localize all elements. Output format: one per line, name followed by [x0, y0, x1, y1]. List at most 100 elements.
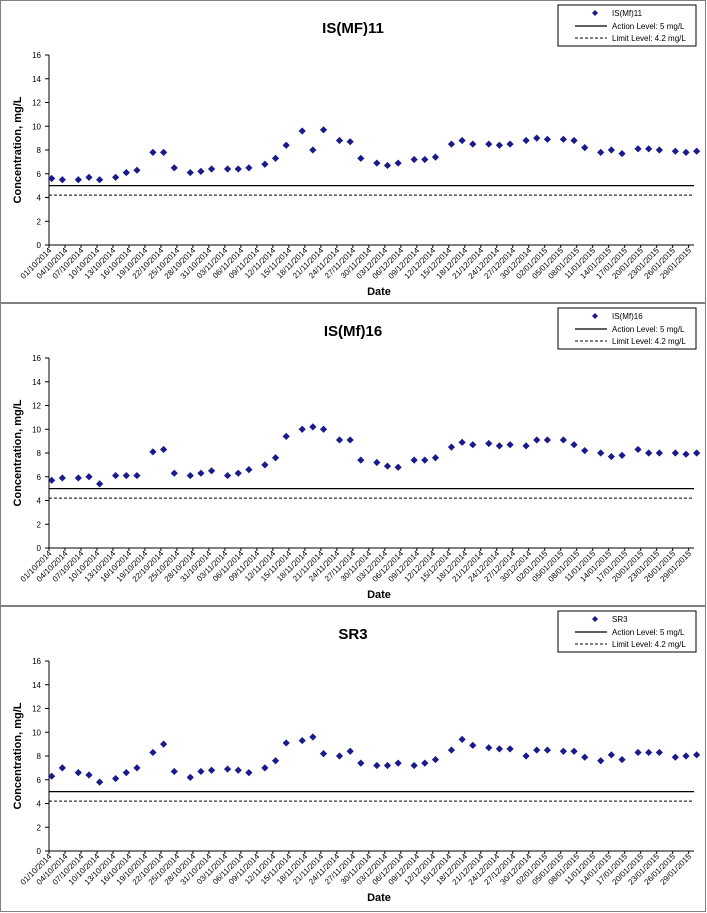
data-point	[522, 752, 530, 760]
data-point	[543, 135, 552, 143]
data-point	[133, 764, 141, 772]
data-point	[207, 766, 216, 774]
data-point	[357, 456, 365, 464]
y-tick-label: 14	[32, 378, 41, 387]
data-point	[346, 747, 354, 755]
data-point	[319, 126, 328, 134]
data-point	[410, 761, 418, 770]
data-point	[581, 753, 589, 761]
legend: IS(Mf)11 Action Level: 5 mg/L Limit Level:…	[557, 4, 697, 47]
legend-label-action-level: Action Level: 5 mg/L	[612, 628, 685, 637]
data-point	[645, 449, 653, 457]
data-point	[559, 747, 568, 755]
legend-marker	[592, 10, 598, 16]
data-point	[383, 761, 392, 770]
data-point	[570, 136, 578, 145]
data-point	[693, 449, 701, 457]
data-point	[282, 739, 290, 747]
data-point	[234, 165, 242, 173]
data-point	[373, 159, 381, 167]
data-point	[186, 168, 194, 177]
data-point	[234, 469, 242, 477]
legend-label-limit-level: Limit Level: 4.2 mg/L	[612, 34, 686, 43]
data-point	[671, 753, 679, 761]
data-point	[223, 471, 232, 480]
data-point	[495, 141, 504, 149]
y-tick-label: 0	[37, 241, 42, 250]
data-point	[447, 443, 456, 451]
data-point	[346, 436, 354, 444]
chart-panel-is-mf-16: IS(Mf)16 0 2 4 6 8 10 12 14 16 01/10/2014 04/10/201…	[0, 303, 706, 606]
data-point	[469, 741, 477, 749]
data-point	[421, 759, 429, 767]
data-point	[160, 445, 168, 454]
y-tick-label: 16	[32, 51, 41, 60]
data-point	[645, 145, 653, 153]
data-point	[394, 463, 402, 471]
data-point	[431, 755, 440, 764]
data-point	[693, 147, 701, 155]
data-point	[533, 134, 541, 142]
legend: IS(Mf)16 Action Level: 5 mg/L Limit Level:…	[557, 307, 697, 350]
data-point	[282, 432, 290, 440]
data-point	[48, 772, 56, 780]
data-point	[271, 154, 280, 162]
y-tick-label: 16	[32, 657, 41, 666]
data-point	[271, 454, 280, 462]
data-point	[74, 769, 82, 777]
data-point	[335, 752, 344, 760]
legend-label-action-level: Action Level: 5 mg/L	[612, 325, 685, 334]
data-point	[96, 778, 104, 786]
data-point	[522, 442, 530, 450]
y-tick-label: 14	[32, 681, 41, 690]
data-point	[261, 764, 269, 772]
data-point	[335, 136, 344, 145]
data-point	[383, 462, 392, 470]
data-point	[357, 759, 365, 767]
y-tick-label: 16	[32, 354, 41, 363]
y-tick-label: 2	[37, 823, 42, 832]
data-point	[618, 451, 626, 459]
data-point	[122, 168, 130, 177]
data-point	[618, 755, 626, 764]
chart-title: SR3	[338, 626, 367, 643]
data-point	[346, 138, 354, 146]
data-point	[245, 769, 253, 777]
chart-svg: SR3024681012141601/10/201404/10/201407/1…	[12, 610, 701, 904]
data-point	[197, 767, 205, 776]
data-point	[85, 473, 93, 481]
data-point	[74, 176, 82, 184]
data-point	[245, 466, 253, 474]
y-tick-label: 12	[32, 99, 41, 108]
data-point	[197, 469, 205, 477]
data-point	[682, 450, 690, 458]
data-point	[223, 765, 232, 773]
y-tick-label: 10	[32, 122, 41, 131]
y-tick-label: 8	[37, 449, 42, 458]
data-point	[170, 164, 178, 172]
legend-label-series: IS(Mf)11	[612, 9, 643, 18]
data-point	[298, 425, 306, 433]
data-point	[207, 467, 216, 475]
legend-marker	[592, 616, 598, 622]
data-point	[112, 173, 120, 181]
data-point	[309, 146, 317, 154]
y-tick-label: 8	[37, 146, 42, 155]
data-point	[597, 757, 605, 765]
legend: SR3 Action Level: 5 mg/L Limit Level: 4.2 …	[557, 610, 697, 653]
data-point	[58, 176, 66, 184]
data-point	[410, 456, 418, 464]
data-point	[298, 736, 306, 745]
data-point	[319, 425, 328, 433]
data-point	[447, 140, 456, 148]
data-point	[207, 165, 216, 173]
data-point	[245, 164, 253, 172]
y-axis-title: Concentration, mg/L	[12, 399, 24, 506]
data-point	[96, 176, 104, 184]
y-tick-label: 2	[37, 217, 42, 226]
data-point	[469, 140, 477, 148]
data-point	[122, 769, 130, 777]
data-point	[522, 136, 530, 145]
data-point	[543, 746, 552, 754]
data-point	[581, 447, 589, 455]
